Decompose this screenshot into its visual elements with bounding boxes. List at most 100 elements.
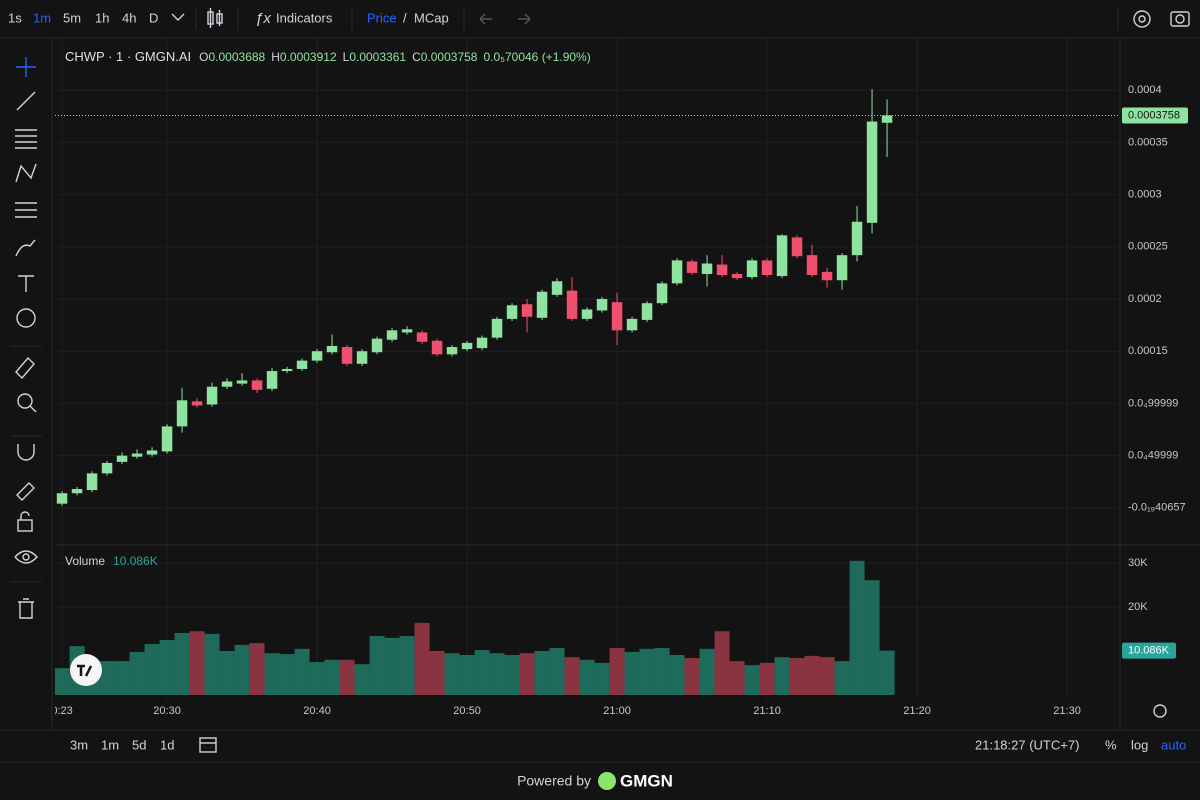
volume-bar — [714, 631, 730, 695]
candle-body — [611, 302, 623, 331]
candle-body — [161, 426, 173, 452]
volume-bar — [474, 650, 490, 695]
change: 0.0₅70046 (+1.90%) — [483, 50, 590, 64]
candle-body — [746, 260, 758, 278]
gmgn-logo — [598, 772, 616, 790]
settings-icon[interactable] — [1133, 10, 1151, 28]
axis-settings[interactable] — [1153, 704, 1167, 718]
indicators-button[interactable]: Indicators — [276, 10, 333, 25]
ohlc-key: C — [412, 50, 421, 64]
x-tick-label: 20:50 — [453, 705, 481, 717]
ohlc-key: O — [199, 50, 208, 64]
volume-bar — [699, 648, 715, 695]
candle-body — [296, 360, 308, 369]
candle-body — [641, 303, 653, 320]
redo[interactable] — [518, 13, 531, 25]
grid — [55, 38, 1120, 700]
candle-body — [191, 401, 203, 406]
mcap-toggle[interactable]: MCap — [414, 10, 449, 25]
volume-bar — [399, 636, 415, 695]
volume-bar — [309, 662, 325, 695]
interval-button[interactable]: 5m — [63, 10, 81, 25]
candle-body — [146, 450, 158, 455]
ohlc-value: 0.0003688 — [209, 50, 266, 64]
range-button[interactable]: 1m — [101, 737, 119, 752]
x-tick-label: 20:30 — [153, 705, 181, 717]
volume-bar — [579, 659, 595, 695]
volume-bar — [849, 560, 865, 695]
candle-body — [566, 290, 578, 319]
volume-bar — [624, 651, 640, 695]
candle-body — [836, 255, 848, 281]
screenshot-icon[interactable] — [1170, 11, 1190, 27]
volume-bar — [669, 654, 685, 695]
volume-bar — [429, 651, 445, 695]
fx-icon[interactable]: ƒx — [255, 10, 271, 27]
scale-option[interactable]: auto — [1161, 737, 1186, 752]
symbol: CHWP · 1 · GMGN.AI — [65, 49, 191, 64]
range-button[interactable]: 3m — [70, 737, 88, 752]
volume-bar — [354, 664, 370, 695]
top-toolbar: 1s 1m 5m 1h 4h D Indicators Price / MCap — [8, 8, 1119, 30]
price-toggle[interactable]: Price — [367, 10, 397, 25]
volume-bar — [129, 651, 145, 695]
candle-body — [416, 332, 428, 342]
candle-body — [851, 221, 863, 256]
candle-body — [311, 351, 323, 361]
candle-body — [701, 263, 713, 274]
toggle-separator: / — [403, 10, 407, 25]
volume-bar — [159, 640, 175, 695]
volume-bar — [219, 651, 235, 695]
volume-bar — [174, 632, 190, 695]
legend: CHWP · 1 · GMGN.AI O0.0003688 H0.0003912 L0… — [65, 49, 591, 64]
y-tick-label: 0.00015 — [1128, 345, 1168, 357]
scale-option[interactable]: log — [1131, 737, 1148, 752]
current-price-box — [1122, 107, 1188, 124]
volume-bar — [204, 633, 220, 695]
range-button[interactable]: 1d — [160, 737, 174, 752]
interval-button[interactable]: 1m — [33, 10, 51, 25]
candle-body — [761, 260, 773, 276]
candle-body — [461, 342, 473, 350]
chart-type-icon[interactable] — [207, 8, 223, 28]
candle-body — [521, 304, 533, 317]
interval-button[interactable]: 1h — [95, 10, 109, 25]
range-button[interactable]: 5d — [132, 737, 146, 752]
volume-bar — [729, 661, 745, 695]
volume-bar — [324, 659, 340, 695]
y-tick-label: 0.0₄49999 — [1128, 450, 1178, 462]
interval-button[interactable]: 4h — [122, 10, 136, 25]
scale-option[interactable]: % — [1105, 737, 1117, 752]
candle-body — [221, 381, 233, 387]
candle-body — [56, 493, 68, 504]
volume-bar — [144, 643, 160, 695]
x-tick-label: 20:40 — [303, 705, 331, 717]
volume-bar — [55, 668, 70, 695]
volume-bar — [369, 636, 385, 695]
candle-body — [281, 368, 293, 372]
volume-bar — [594, 662, 610, 695]
interval-button[interactable]: D — [149, 10, 158, 25]
x-tick-labels: 0:23 20:30 20:40 20:50 21:00 21:10 21:20 21:30 — [55, 705, 1081, 717]
undo[interactable] — [479, 13, 492, 25]
candle-body — [176, 400, 188, 427]
candle-body — [386, 330, 398, 340]
volume-bar — [384, 637, 400, 695]
volume-bar — [654, 647, 670, 695]
candle-body — [446, 347, 458, 355]
volume-bar — [99, 661, 115, 695]
volume-title: Volume — [65, 554, 105, 568]
interval-button[interactable]: 1s — [8, 10, 22, 25]
candle-body — [881, 115, 893, 123]
brand: GMGN — [620, 771, 673, 790]
volume-bar — [879, 650, 895, 695]
candle-body — [536, 291, 548, 318]
volume-bar — [519, 653, 535, 695]
date-range-icon[interactable] — [199, 737, 217, 753]
volume-bar — [759, 662, 775, 695]
interval-dropdown[interactable] — [171, 13, 185, 21]
volume-value: 10.086K — [113, 554, 158, 568]
y-tick-label: 0.00035 — [1128, 136, 1168, 148]
drawing-tools[interactable] — [14, 57, 38, 619]
